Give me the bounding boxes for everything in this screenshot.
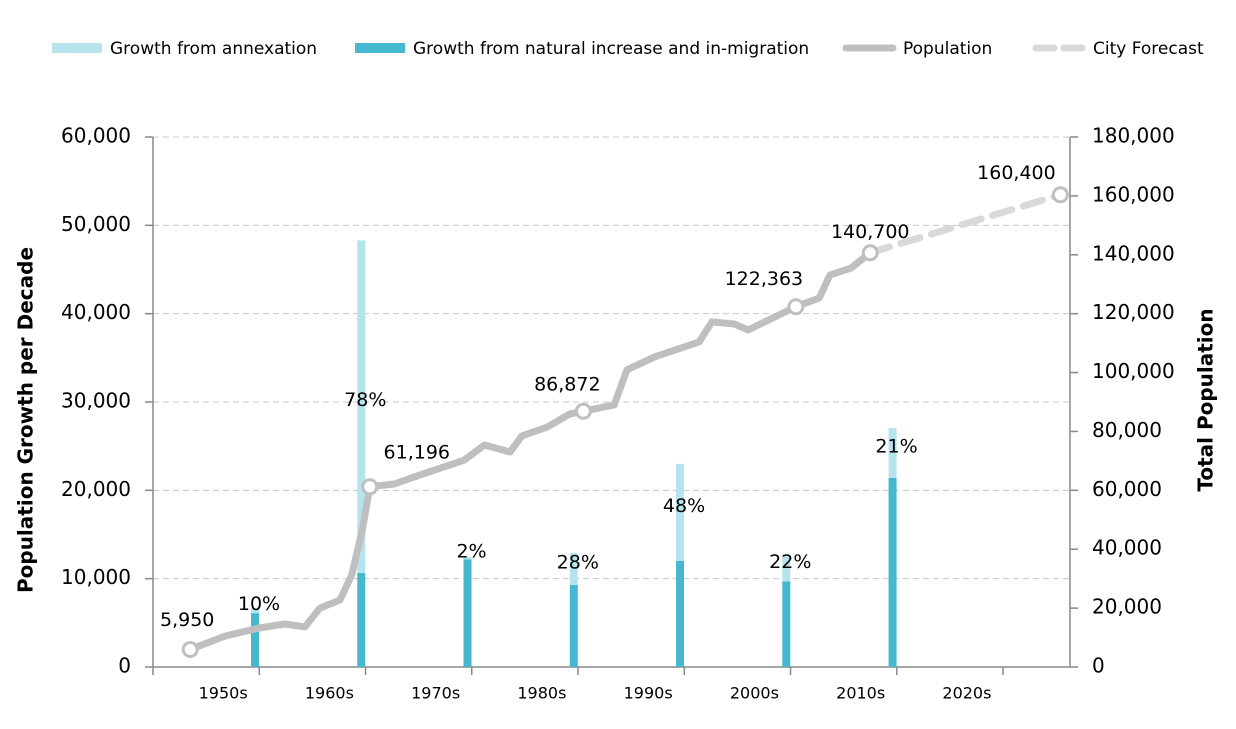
y2-tick-label: 40,000 — [1092, 536, 1162, 560]
x-tick-label: 1960s — [305, 684, 354, 703]
population-marker — [1051, 186, 1069, 204]
bar-segment — [888, 477, 897, 667]
bar-segment — [357, 240, 366, 573]
population-label: 5,950 — [160, 609, 214, 631]
y2-tick-label: 180,000 — [1092, 124, 1175, 148]
legend-label: City Forecast — [1093, 39, 1204, 59]
bar-segment — [782, 555, 791, 582]
population-marker — [361, 478, 379, 496]
y2-tick-label: 100,000 — [1092, 359, 1175, 383]
population-label: 122,363 — [725, 268, 804, 290]
x-tick-label: 1980s — [517, 684, 566, 703]
share-label: 78% — [344, 389, 386, 411]
forecast-line — [866, 191, 1064, 257]
x-tick-label: 2000s — [730, 684, 779, 703]
bar-segment — [251, 607, 260, 614]
bar-segment — [782, 581, 791, 667]
legend-swatch — [355, 43, 405, 53]
legend-label: Population — [903, 39, 992, 59]
bar-segment — [676, 463, 685, 561]
x-tick-label: 2010s — [836, 684, 885, 703]
population-marker — [861, 244, 879, 262]
bar-segment — [569, 553, 578, 585]
share-label: 2% — [456, 541, 486, 563]
bar-segment — [569, 584, 578, 667]
y2-tick-label: 20,000 — [1092, 595, 1162, 619]
population-line — [186, 249, 874, 653]
y2-tick-label: 140,000 — [1092, 241, 1175, 265]
bar-segment — [251, 613, 260, 667]
y-tick-label: 30,000 — [61, 389, 131, 413]
bar-segment — [463, 557, 472, 560]
x-tick-label: 1990s — [624, 684, 673, 703]
x-tick-label: 1970s — [411, 684, 460, 703]
y-tick-label: 10,000 — [61, 565, 131, 589]
y2-tick-label: 160,000 — [1092, 182, 1175, 206]
population-label: 86,872 — [534, 374, 600, 396]
y-tick-label: 0 — [118, 654, 131, 678]
y2-tick-label: 60,000 — [1092, 477, 1162, 501]
bar-segment — [888, 428, 897, 478]
population-marker — [787, 298, 805, 316]
population-marker — [574, 402, 592, 420]
share-label: 21% — [875, 436, 917, 458]
y2-tick-label: 120,000 — [1092, 300, 1175, 324]
population-marker — [181, 640, 199, 658]
share-label: 28% — [557, 551, 599, 573]
y-tick-label: 20,000 — [61, 477, 131, 501]
y2-axis-title: Total Population — [1194, 308, 1218, 491]
population-label: 61,196 — [384, 441, 450, 463]
y-axis-title: Population Growth per Decade — [14, 247, 38, 593]
y-tick-label: 50,000 — [61, 212, 131, 236]
bar-segment — [676, 561, 685, 667]
x-tick-label: 1950s — [199, 684, 248, 703]
y2-tick-label: 80,000 — [1092, 418, 1162, 442]
share-label: 48% — [663, 495, 705, 517]
legend-label: Growth from annexation — [110, 39, 317, 59]
bar-segment — [357, 572, 366, 667]
legend-label: Growth from natural increase and in-migr… — [413, 39, 809, 59]
legend-swatch — [52, 43, 102, 53]
y-tick-label: 60,000 — [61, 124, 131, 148]
bar-segment — [463, 559, 472, 667]
share-label: 22% — [769, 551, 811, 573]
y2-tick-label: 0 — [1092, 654, 1105, 678]
y-tick-label: 40,000 — [61, 300, 131, 324]
x-tick-label: 2020s — [942, 684, 991, 703]
population-label: 160,400 — [977, 162, 1056, 184]
share-label: 10% — [238, 593, 280, 615]
population-label: 140,700 — [831, 221, 910, 243]
